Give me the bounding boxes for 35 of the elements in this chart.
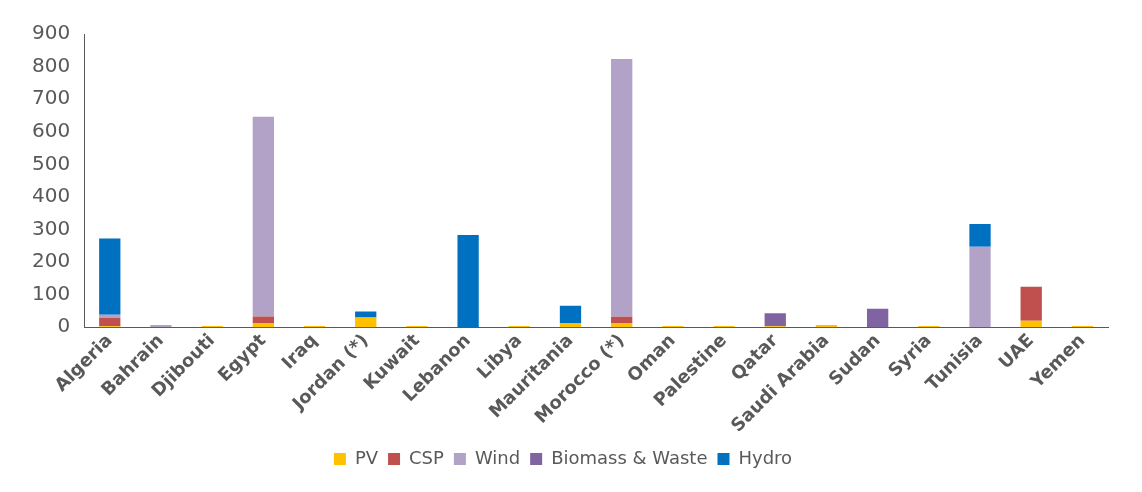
bar [99, 238, 121, 315]
legend-label: Hydro [738, 446, 793, 468]
y-tick-label: 400 [31, 183, 71, 208]
bar [1020, 320, 1042, 328]
y-tick-label: 0 [57, 313, 71, 338]
legend-label: PV [354, 446, 379, 468]
y-tick-label: 600 [31, 117, 71, 142]
bar [252, 316, 274, 323]
bar [969, 223, 991, 247]
bar [355, 317, 377, 328]
bar [559, 322, 582, 328]
bar [764, 313, 786, 327]
legend-label: Wind [474, 446, 521, 468]
y-tick-label: 900 [31, 20, 71, 45]
y-tick-label: 100 [31, 280, 71, 305]
y-tick-label: 700 [31, 85, 71, 110]
bar [99, 314, 121, 319]
legend-label: Biomass & Waste [551, 446, 708, 468]
bar [611, 322, 633, 328]
bar [1020, 286, 1042, 321]
bar [252, 116, 274, 317]
bar [559, 305, 582, 323]
y-tick-label: 800 [31, 52, 71, 77]
y-tick-label: 300 [31, 215, 71, 240]
bar [611, 316, 633, 323]
y-tick-label: 500 [31, 150, 71, 175]
bar [611, 59, 633, 317]
bar [969, 246, 991, 328]
bar [866, 308, 889, 328]
y-tick-label: 200 [31, 248, 71, 273]
bar [150, 324, 172, 328]
legend-label: CSP [409, 446, 445, 468]
bar [99, 318, 121, 327]
bar [457, 235, 479, 328]
bar [252, 322, 274, 328]
